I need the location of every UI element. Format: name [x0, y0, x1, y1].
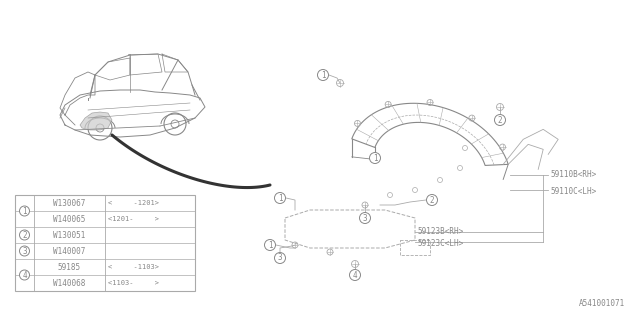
Text: 59110B<RH>: 59110B<RH>: [550, 170, 596, 179]
Text: 3: 3: [363, 213, 367, 222]
Text: W140065: W140065: [53, 214, 86, 223]
Text: W130051: W130051: [53, 230, 86, 239]
Text: W140007: W140007: [53, 246, 86, 255]
Text: <     -1103>: < -1103>: [108, 264, 159, 270]
Text: 1: 1: [268, 241, 272, 250]
Circle shape: [19, 270, 29, 280]
Text: 1: 1: [372, 154, 378, 163]
Circle shape: [495, 115, 506, 125]
Text: 3: 3: [22, 246, 27, 255]
Text: 1: 1: [321, 70, 325, 79]
Circle shape: [275, 252, 285, 263]
Text: A541001071: A541001071: [579, 299, 625, 308]
Text: <1103-     >: <1103- >: [108, 280, 159, 286]
Text: 59123B<RH>: 59123B<RH>: [417, 227, 463, 236]
Circle shape: [19, 246, 29, 256]
Text: 59123C<LH>: 59123C<LH>: [417, 238, 463, 247]
Circle shape: [264, 239, 275, 251]
Circle shape: [369, 153, 381, 164]
Circle shape: [426, 195, 438, 205]
Circle shape: [317, 69, 328, 81]
Circle shape: [275, 193, 285, 204]
Text: 1: 1: [278, 194, 282, 203]
Circle shape: [349, 269, 360, 281]
Text: 59185: 59185: [58, 262, 81, 271]
Text: <     -1201>: < -1201>: [108, 200, 159, 206]
Text: 59110C<LH>: 59110C<LH>: [550, 187, 596, 196]
Circle shape: [19, 230, 29, 240]
Text: 4: 4: [22, 270, 27, 279]
Text: 3: 3: [278, 253, 282, 262]
Text: W130067: W130067: [53, 198, 86, 207]
Text: W140068: W140068: [53, 278, 86, 287]
Text: 2: 2: [22, 230, 27, 239]
Polygon shape: [80, 112, 112, 130]
Text: <1201-     >: <1201- >: [108, 216, 159, 222]
Text: 2: 2: [429, 196, 435, 204]
Circle shape: [19, 206, 29, 216]
Circle shape: [360, 212, 371, 223]
Text: 1: 1: [22, 206, 27, 215]
Text: 2: 2: [498, 116, 502, 124]
Text: 4: 4: [353, 270, 357, 279]
